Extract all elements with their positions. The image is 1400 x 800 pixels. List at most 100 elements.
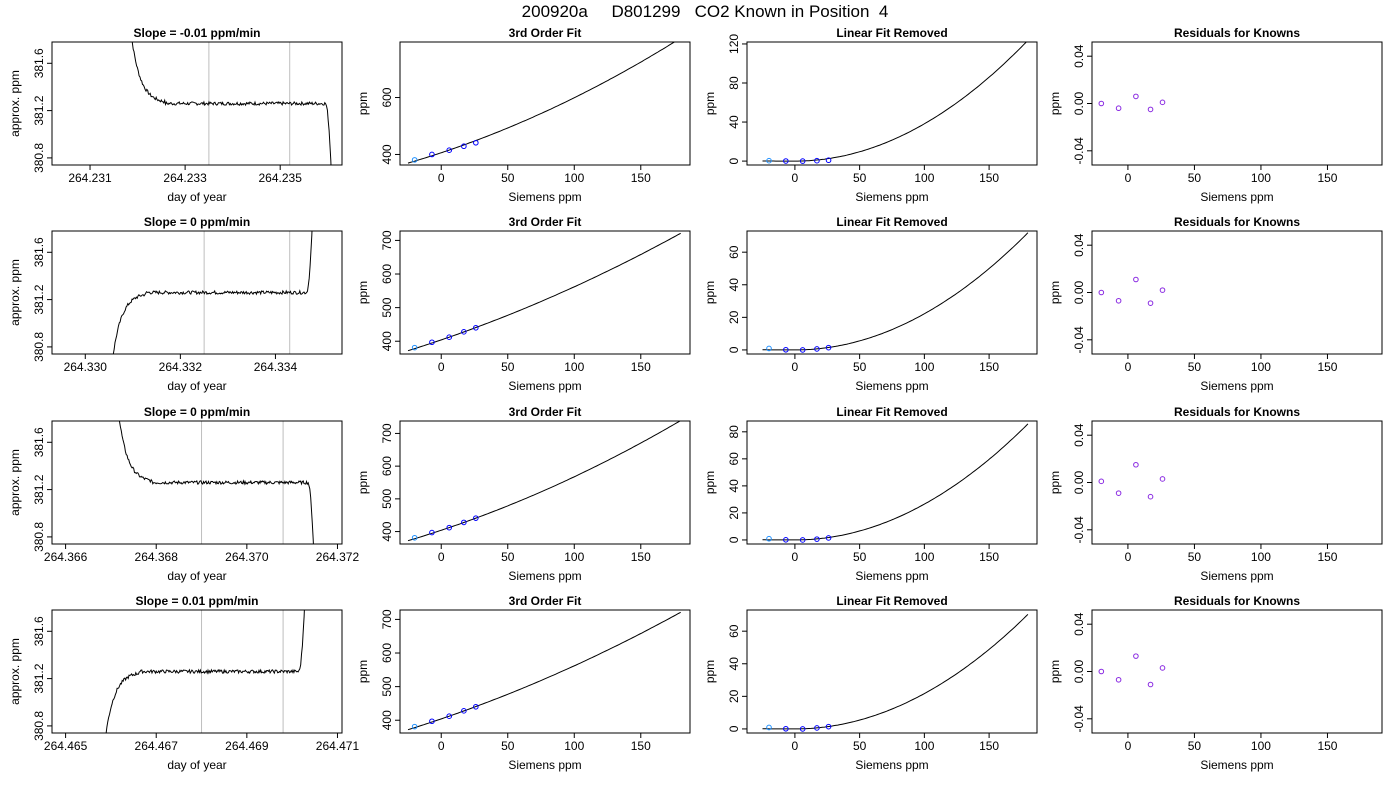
x-tick-label: 50 bbox=[1188, 739, 1202, 753]
y-axis-label: ppm bbox=[703, 92, 717, 115]
x-axis-label: day of year bbox=[167, 379, 226, 393]
y-tick-label: 380.8 bbox=[32, 332, 46, 362]
data-point bbox=[446, 713, 453, 719]
x-tick-label: 264.465 bbox=[44, 739, 88, 753]
plot-data bbox=[1098, 276, 1166, 306]
y-tick-label: 400 bbox=[380, 144, 394, 164]
y-tick-label: 40 bbox=[727, 115, 741, 129]
chart-panel: 264.366 264.368 264.370 264.372 380.8 381.2 38… bbox=[8, 405, 359, 583]
data-point bbox=[461, 519, 467, 526]
y-tick-label: 0 bbox=[727, 346, 741, 353]
data-point bbox=[446, 524, 453, 531]
data-point bbox=[1098, 100, 1105, 107]
x-tick-label: 50 bbox=[501, 550, 515, 564]
x-axis-label: day of year bbox=[167, 190, 226, 204]
y-tick-label: 381.2 bbox=[32, 95, 46, 125]
plot-data bbox=[762, 614, 1029, 732]
x-tick-label: 0 bbox=[792, 171, 799, 185]
fit-curve bbox=[407, 421, 681, 542]
y-tick-label: -0.04 bbox=[1072, 705, 1086, 733]
plot-frame bbox=[399, 609, 691, 734]
data-point bbox=[461, 143, 467, 150]
data-point bbox=[411, 723, 418, 730]
y-tick-label: 381.2 bbox=[32, 284, 46, 314]
x-axis-label: Siemens ppm bbox=[855, 190, 928, 204]
x-tick-label: 50 bbox=[853, 550, 867, 564]
x-tick-label: 100 bbox=[1251, 360, 1271, 374]
data-point bbox=[411, 344, 418, 351]
y-axis-label: approx. ppm bbox=[8, 259, 22, 326]
panel-title: Residuals for Knowns bbox=[1174, 26, 1300, 40]
data-point bbox=[461, 329, 467, 335]
plot-frame bbox=[51, 609, 343, 734]
x-tick-label: 150 bbox=[631, 550, 651, 564]
panel-title: Residuals for Knowns bbox=[1174, 594, 1300, 608]
time-series-line bbox=[105, 610, 305, 733]
x-tick-label: 100 bbox=[1251, 550, 1271, 564]
x-tick-label: 264.471 bbox=[316, 739, 360, 753]
panel-title: 3rd Order Fit bbox=[509, 405, 582, 419]
y-axis-label: approx. ppm bbox=[8, 638, 22, 705]
y-tick-label: -0.04 bbox=[1072, 326, 1086, 354]
chart-panel: 264.231 264.233 264.235 380.8 381.2 381.6 Slop… bbox=[8, 26, 343, 204]
data-point bbox=[783, 346, 789, 353]
data-point bbox=[1115, 676, 1122, 683]
y-axis-label: ppm bbox=[1048, 92, 1062, 115]
y-tick-label: 40 bbox=[727, 657, 741, 671]
data-point bbox=[1147, 493, 1154, 500]
plot-frame bbox=[51, 230, 343, 355]
panel-title: Slope = 0 ppm/min bbox=[144, 405, 250, 419]
data-point bbox=[825, 535, 832, 541]
y-axis-label: approx. ppm bbox=[8, 449, 22, 516]
x-tick-label: 50 bbox=[1188, 171, 1202, 185]
y-tick-label: 381.6 bbox=[32, 616, 46, 646]
x-axis-label: Siemens ppm bbox=[1200, 569, 1273, 583]
x-axis-label: Siemens ppm bbox=[1200, 190, 1273, 204]
data-point bbox=[411, 157, 418, 163]
fit-curve bbox=[762, 423, 1029, 541]
x-tick-label: 100 bbox=[1251, 739, 1271, 753]
x-tick-label: 50 bbox=[1188, 550, 1202, 564]
chart-panel: 0 50 100 150 400 500 600 700 3rd Order Fit Siemen… bbox=[356, 594, 691, 772]
panel-title: Linear Fit Removed bbox=[836, 26, 947, 40]
fit-curve bbox=[407, 232, 681, 352]
data-point bbox=[429, 529, 435, 536]
y-tick-label: 0.00 bbox=[1072, 659, 1086, 683]
chart-panel: 264.330 264.332 264.334 380.8 381.2 381.6 Slop… bbox=[8, 215, 343, 393]
data-point bbox=[766, 724, 772, 731]
y-tick-label: 400 bbox=[380, 521, 394, 541]
data-point bbox=[825, 344, 832, 351]
x-tick-label: 50 bbox=[853, 360, 867, 374]
x-tick-label: 100 bbox=[914, 739, 934, 753]
x-tick-label: 100 bbox=[914, 550, 934, 564]
y-tick-label: 0.04 bbox=[1072, 233, 1086, 257]
data-point bbox=[1098, 289, 1105, 296]
x-tick-label: 264.233 bbox=[163, 171, 207, 185]
data-point bbox=[1133, 461, 1139, 468]
chart-panel: 0 50 100 150 0 40 80 120 Linear Fit Removed Sieme… bbox=[703, 26, 1038, 204]
data-point bbox=[1159, 99, 1166, 106]
x-tick-label: 0 bbox=[438, 739, 445, 753]
panel-title: Linear Fit Removed bbox=[836, 215, 947, 229]
data-point bbox=[1147, 106, 1154, 113]
x-tick-label: 150 bbox=[631, 739, 651, 753]
x-tick-label: 150 bbox=[979, 739, 999, 753]
x-tick-label: 264.469 bbox=[225, 739, 269, 753]
x-tick-label: 150 bbox=[1317, 739, 1337, 753]
x-tick-label: 0 bbox=[792, 739, 799, 753]
data-point bbox=[473, 139, 479, 146]
y-tick-label: 381.2 bbox=[32, 474, 46, 504]
chart-panel: 0 50 100 150 400 600 3rd Order Fit Siemens ppm p… bbox=[356, 26, 691, 204]
data-point bbox=[429, 339, 435, 346]
x-tick-label: 150 bbox=[631, 171, 651, 185]
x-axis-label: Siemens ppm bbox=[1200, 379, 1273, 393]
chart-panel: 264.465 264.467 264.469 264.471 380.8 381.2 38… bbox=[8, 594, 360, 772]
chart-panel: 0 50 100 150 0 20 40 60 80 Linear Fit Removed Siem… bbox=[703, 405, 1038, 583]
plot-data bbox=[762, 232, 1029, 353]
plot-data bbox=[407, 421, 681, 542]
data-point bbox=[429, 718, 435, 725]
data-point bbox=[799, 537, 806, 543]
data-point bbox=[473, 515, 479, 521]
x-tick-label: 264.467 bbox=[135, 739, 179, 753]
fit-curve bbox=[762, 42, 1027, 162]
